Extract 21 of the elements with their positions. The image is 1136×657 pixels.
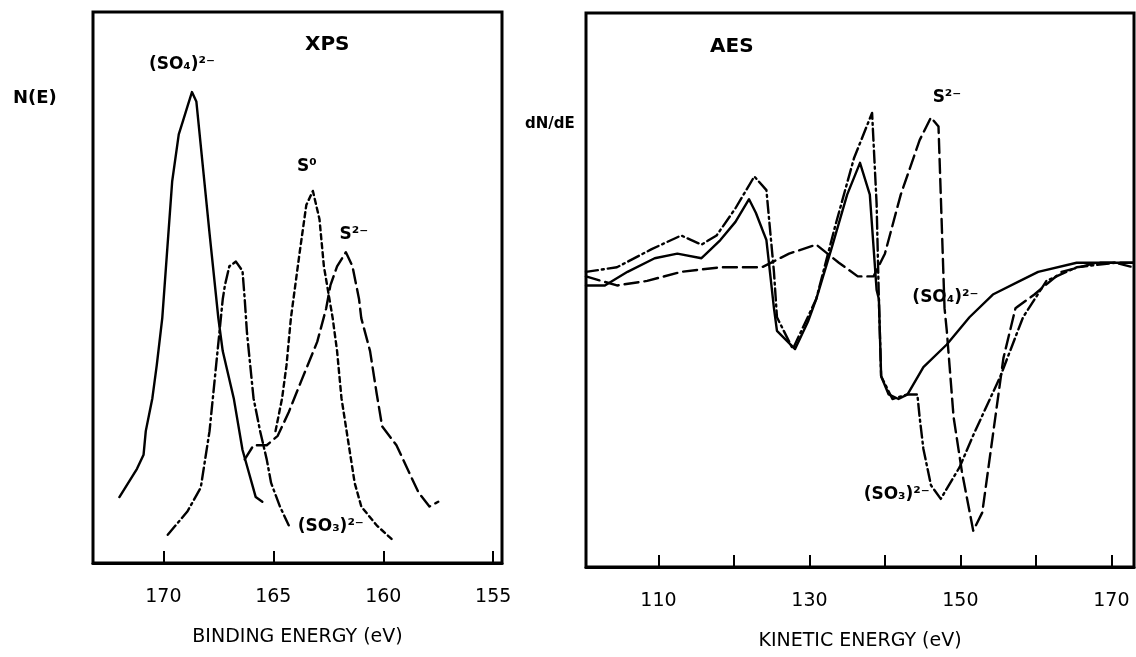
series-label: (SO₄)²⁻	[912, 285, 979, 306]
chart-title: XPS	[305, 31, 350, 55]
series-label: S²⁻	[932, 85, 962, 106]
series-label: (SO₄)²⁻	[148, 52, 216, 73]
series-label: (SO₃)²⁻	[297, 515, 364, 536]
x-tick-label: 170	[1093, 587, 1130, 610]
x-tick-label: 150	[942, 587, 979, 610]
series-label: S²⁻	[339, 222, 369, 243]
x-tick-label: 165	[255, 583, 292, 606]
x-tick-label: 160	[365, 583, 402, 606]
x-axis-title: KINETIC ENERGY (eV)	[758, 627, 962, 650]
x-tick-label: 130	[791, 587, 828, 610]
series-label: (SO₃)²⁻	[863, 482, 930, 503]
chart-title: AES	[710, 33, 754, 57]
y-axis-title: N(E)	[13, 85, 57, 107]
x-tick-label: 110	[640, 587, 677, 610]
x-tick-label: 170	[145, 583, 182, 606]
x-tick-label: 155	[475, 583, 512, 606]
x-axis-title: BINDING ENERGY (eV)	[192, 623, 403, 646]
y-axis-title: dN/dE	[525, 113, 575, 132]
series-label: S⁰	[297, 155, 317, 176]
